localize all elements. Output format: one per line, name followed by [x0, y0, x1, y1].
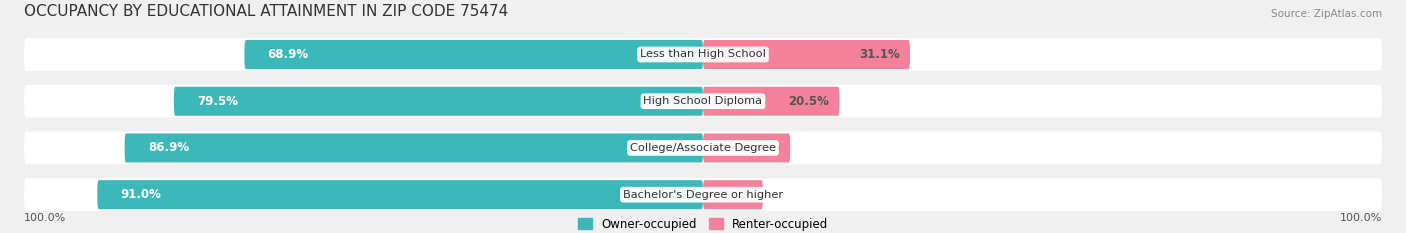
Legend: Owner-occupied, Renter-occupied: Owner-occupied, Renter-occupied: [578, 218, 828, 231]
Text: 31.1%: 31.1%: [859, 48, 900, 61]
FancyBboxPatch shape: [703, 180, 763, 209]
FancyBboxPatch shape: [24, 38, 1382, 71]
Text: 100.0%: 100.0%: [24, 213, 66, 223]
Text: College/Associate Degree: College/Associate Degree: [630, 143, 776, 153]
FancyBboxPatch shape: [24, 178, 1382, 211]
Text: Less than High School: Less than High School: [640, 49, 766, 59]
Text: 68.9%: 68.9%: [267, 48, 309, 61]
FancyBboxPatch shape: [24, 132, 1382, 164]
Text: 13.1%: 13.1%: [740, 141, 780, 154]
FancyBboxPatch shape: [703, 134, 790, 162]
FancyBboxPatch shape: [245, 40, 703, 69]
Text: 100.0%: 100.0%: [1340, 213, 1382, 223]
Text: High School Diploma: High School Diploma: [644, 96, 762, 106]
FancyBboxPatch shape: [97, 180, 703, 209]
Text: 91.0%: 91.0%: [121, 188, 162, 201]
Text: Source: ZipAtlas.com: Source: ZipAtlas.com: [1271, 10, 1382, 19]
FancyBboxPatch shape: [703, 40, 910, 69]
Text: 86.9%: 86.9%: [148, 141, 188, 154]
Text: 9.0%: 9.0%: [720, 188, 754, 201]
FancyBboxPatch shape: [24, 85, 1382, 118]
FancyBboxPatch shape: [174, 87, 703, 116]
Text: OCCUPANCY BY EDUCATIONAL ATTAINMENT IN ZIP CODE 75474: OCCUPANCY BY EDUCATIONAL ATTAINMENT IN Z…: [24, 4, 509, 19]
FancyBboxPatch shape: [125, 134, 703, 162]
Text: 79.5%: 79.5%: [197, 95, 238, 108]
Text: Bachelor's Degree or higher: Bachelor's Degree or higher: [623, 190, 783, 200]
Text: 20.5%: 20.5%: [789, 95, 830, 108]
FancyBboxPatch shape: [703, 87, 839, 116]
